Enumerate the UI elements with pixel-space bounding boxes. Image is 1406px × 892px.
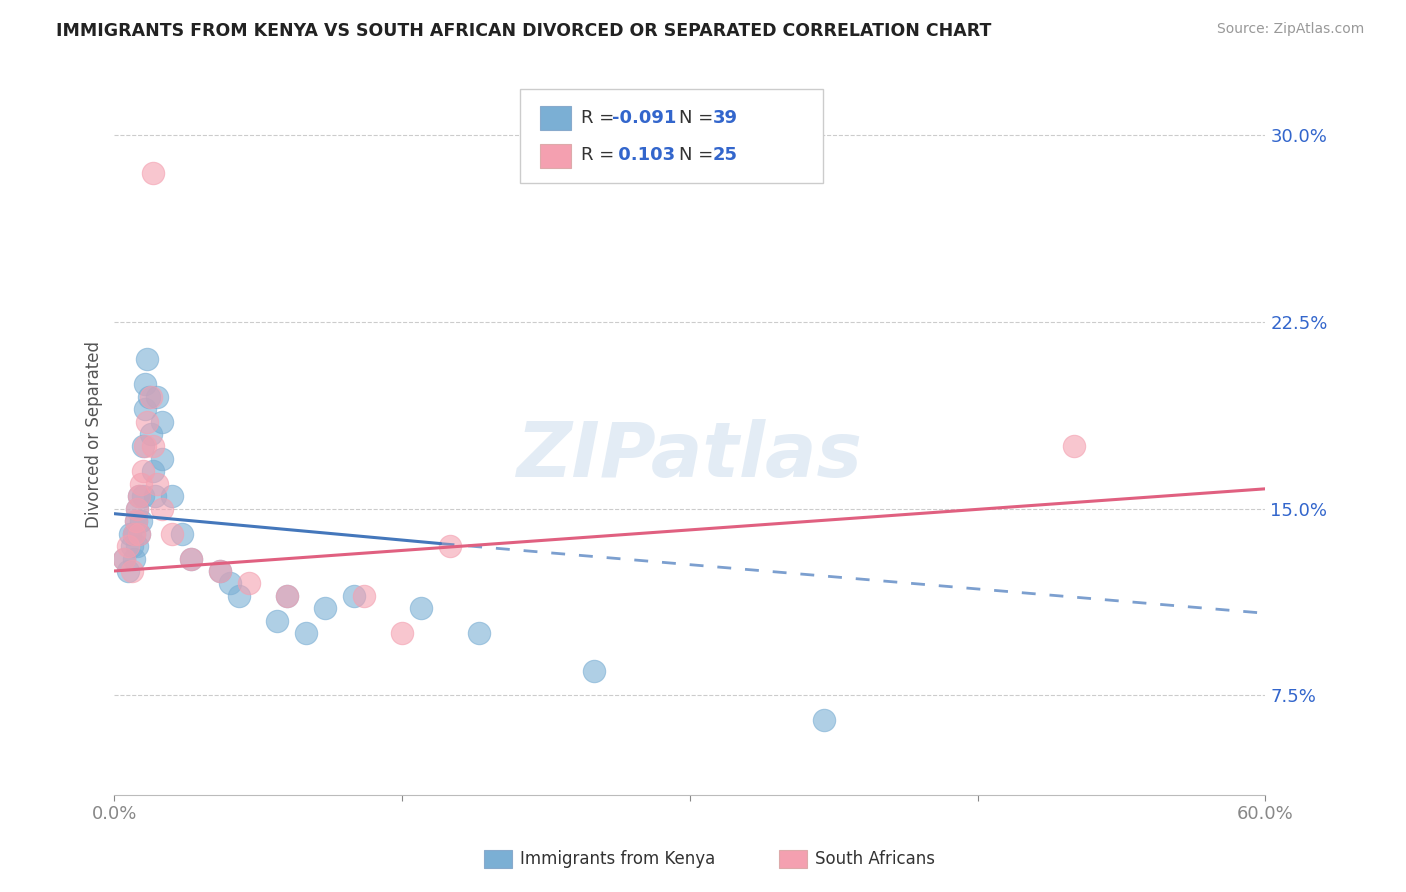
Text: N =: N = [679,109,718,127]
Point [134,440,156,454]
Point [150,415,173,429]
Point [228,589,250,603]
Point [124,514,146,528]
Point [160,489,183,503]
Point [238,576,260,591]
Point [145,476,167,491]
Point [134,402,156,417]
Text: 0.103: 0.103 [612,146,675,164]
Point [121,564,143,578]
Point [127,501,149,516]
Point [150,501,173,516]
Text: R =: R = [581,109,620,127]
Point [143,489,166,503]
Point [314,601,336,615]
Point [582,664,605,678]
Point [150,451,173,466]
Point [353,589,375,603]
Point [121,539,143,553]
Point [127,501,149,516]
Point [132,489,155,503]
Point [118,526,141,541]
Text: 25: 25 [713,146,738,164]
Point [295,626,318,640]
Point [129,476,152,491]
Point [142,165,165,179]
Point [136,352,159,367]
Point [276,589,298,603]
Point [343,589,366,603]
Text: ZIPatlas: ZIPatlas [517,418,863,492]
Point [128,526,150,541]
Text: -0.091: -0.091 [612,109,676,127]
Point [134,377,156,392]
Point [142,440,165,454]
Point [813,714,835,728]
Point [132,440,155,454]
Text: R =: R = [581,146,620,164]
Point [122,526,145,541]
Point [208,564,231,578]
Point [112,551,135,566]
Point [1063,440,1085,454]
Point [117,539,139,553]
Point [124,514,146,528]
Text: Source: ZipAtlas.com: Source: ZipAtlas.com [1216,22,1364,37]
Point [132,464,155,478]
Point [112,551,135,566]
Point [160,526,183,541]
Point [122,526,145,541]
Point [411,601,433,615]
Text: 39: 39 [713,109,738,127]
Y-axis label: Divorced or Separated: Divorced or Separated [86,341,103,527]
Point [180,551,202,566]
Point [145,390,167,404]
Point [180,551,202,566]
Text: N =: N = [679,146,718,164]
Point [136,415,159,429]
Point [128,489,150,503]
Point [128,489,150,503]
Text: South Africans: South Africans [815,850,935,868]
Point [208,564,231,578]
Point [122,551,145,566]
Point [138,390,160,404]
Point [439,539,461,553]
Point [170,526,193,541]
Point [276,589,298,603]
Text: Immigrants from Kenya: Immigrants from Kenya [520,850,716,868]
Point [139,390,162,404]
Point [391,626,413,640]
Point [129,514,152,528]
Point [266,614,288,628]
Point [468,626,491,640]
Point [218,576,240,591]
Point [117,564,139,578]
Point [128,526,150,541]
Point [127,539,149,553]
Text: IMMIGRANTS FROM KENYA VS SOUTH AFRICAN DIVORCED OR SEPARATED CORRELATION CHART: IMMIGRANTS FROM KENYA VS SOUTH AFRICAN D… [56,22,991,40]
Point [142,464,165,478]
Point [139,427,162,442]
